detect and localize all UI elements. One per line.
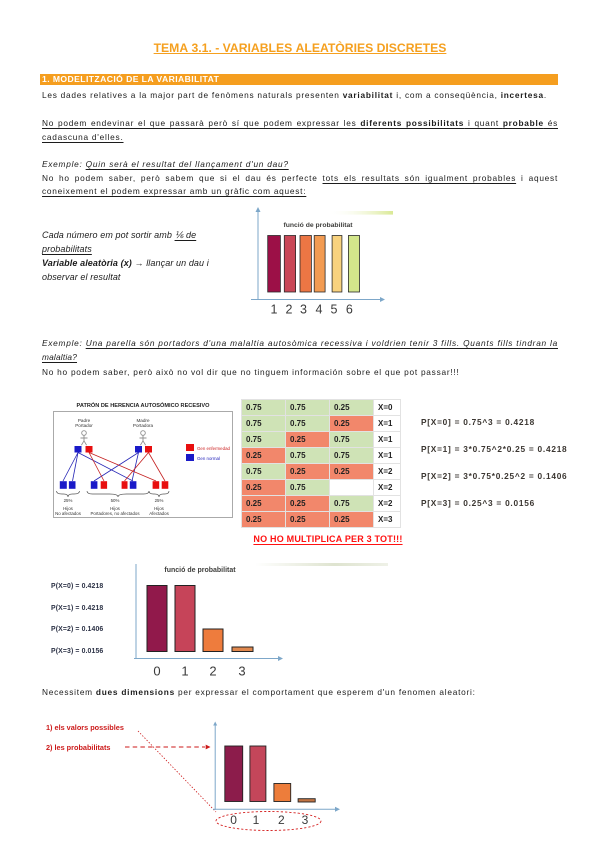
svg-text:Gen normal: Gen normal xyxy=(197,456,220,461)
svg-text:funció de probabilitat: funció de probabilitat xyxy=(164,567,236,574)
svg-text:0: 0 xyxy=(230,813,237,827)
svg-text:1: 1 xyxy=(181,664,188,679)
svg-text:Afectados: Afectados xyxy=(149,511,169,516)
svg-text:2: 2 xyxy=(209,664,216,679)
svg-text:Hijos: Hijos xyxy=(110,506,121,511)
svg-text:4: 4 xyxy=(316,303,323,317)
svg-text:Portadores, no afectados: Portadores, no afectados xyxy=(90,511,140,516)
svg-text:3: 3 xyxy=(238,664,245,679)
svg-text:Hijos: Hijos xyxy=(154,506,165,511)
svg-text:Madre: Madre xyxy=(136,418,149,423)
svg-text:6: 6 xyxy=(346,303,353,317)
svg-text:funció de probabilitat: funció de probabilitat xyxy=(283,222,353,229)
svg-text:Portador: Portador xyxy=(75,423,93,428)
svg-text:Portadora: Portadora xyxy=(133,423,154,428)
svg-text:1: 1 xyxy=(271,303,278,317)
svg-text:50%: 50% xyxy=(111,498,120,503)
svg-text:2: 2 xyxy=(278,813,285,827)
svg-text:1: 1 xyxy=(253,813,260,827)
svg-text:0: 0 xyxy=(153,664,160,679)
svg-text:25%: 25% xyxy=(64,498,73,503)
svg-text:Gen enfermedad: Gen enfermedad xyxy=(197,446,231,451)
svg-text:Padre: Padre xyxy=(78,418,91,423)
svg-text:3: 3 xyxy=(300,303,307,317)
svg-text:PATRÓN DE HERENCIA AUTOSÓMICO: PATRÓN DE HERENCIA AUTOSÓMICO RECESIVO xyxy=(77,401,211,409)
svg-text:5: 5 xyxy=(331,303,338,317)
svg-text:Hijos: Hijos xyxy=(63,506,74,511)
svg-text:25%: 25% xyxy=(155,498,164,503)
svg-text:2: 2 xyxy=(286,303,293,317)
svg-text:No afectados: No afectados xyxy=(55,511,82,516)
svg-text:3: 3 xyxy=(302,813,309,827)
